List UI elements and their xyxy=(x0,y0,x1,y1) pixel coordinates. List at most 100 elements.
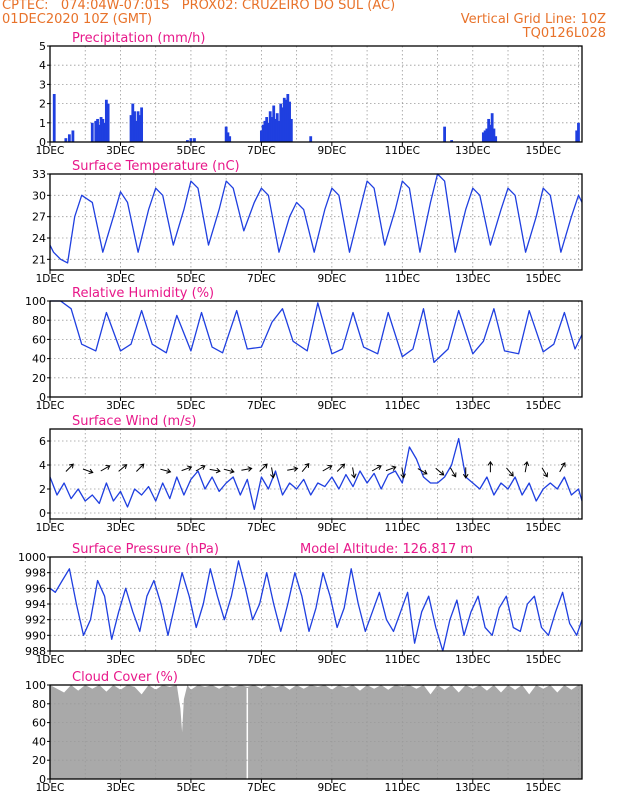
precip-bar xyxy=(228,136,232,142)
y-tick-label: 988 xyxy=(25,645,46,658)
panel-title: Surface Temperature (nC) xyxy=(72,159,240,174)
wind-arrow xyxy=(181,465,193,472)
x-tick-label: 3DEC xyxy=(106,145,135,157)
precip-bar xyxy=(289,118,293,142)
x-tick-label: 15DEC xyxy=(526,145,561,157)
precip-bar xyxy=(494,136,498,142)
y-tick-label: 33 xyxy=(32,168,46,181)
y-tick-label: 1 xyxy=(39,117,46,130)
y-tick-label: 1000 xyxy=(18,551,46,564)
wind-arrow xyxy=(541,467,549,478)
precip-bar xyxy=(140,107,144,142)
x-tick-label: 5DEC xyxy=(177,654,206,666)
x-tick-label: 15DEC xyxy=(526,654,561,666)
precip-bar xyxy=(129,115,133,142)
wind-arrow xyxy=(462,467,469,479)
wind-arrow xyxy=(160,468,172,474)
y-tick-label: 3 xyxy=(39,78,46,91)
precip-bar xyxy=(103,122,107,142)
precip-bar xyxy=(443,126,446,142)
series-line-4 xyxy=(49,560,583,652)
precip-bar xyxy=(138,115,142,142)
precip-bar xyxy=(193,138,196,142)
wind-arrow xyxy=(269,467,276,479)
wind-arrow xyxy=(435,467,445,476)
y-tick-label: 998 xyxy=(25,567,46,580)
panel-title: Surface Pressure (hPa) xyxy=(72,542,219,557)
precip-bar xyxy=(133,111,136,142)
x-tick-label: 11DEC xyxy=(385,273,420,285)
y-tick-label: 996 xyxy=(25,582,46,595)
x-tick-label: 13DEC xyxy=(455,522,490,534)
panel-title: Cloud Cover (%) xyxy=(72,670,178,685)
y-tick-label: 60 xyxy=(32,717,46,730)
x-tick-label: 5DEC xyxy=(177,400,206,412)
precip-bar xyxy=(134,120,138,142)
header-station-line: CPTEC: 074:04W-07:01S PROX02: CRUZEIRO D… xyxy=(2,0,396,13)
model-altitude-note: Model Altitude: 126.817 m xyxy=(300,542,473,557)
precip-bar xyxy=(267,122,270,142)
precip-bar xyxy=(309,136,313,142)
precip-bar xyxy=(275,113,279,142)
y-tick-label: 2 xyxy=(39,98,46,111)
panel-title: Precipitation (mm/h) xyxy=(72,31,205,46)
precip-bar xyxy=(492,128,496,142)
precip-bar xyxy=(277,120,281,142)
x-tick-label: 7DEC xyxy=(247,522,276,534)
wind-arrow xyxy=(65,463,74,472)
precip-bar xyxy=(131,103,135,142)
x-tick-label: 1DEC xyxy=(36,522,65,534)
y-tick-label: 5 xyxy=(39,40,46,53)
precip-bar xyxy=(52,94,56,142)
y-tick-label: 21 xyxy=(32,253,46,266)
wind-arrow xyxy=(259,463,268,472)
precip-bar xyxy=(261,124,265,142)
x-tick-label: 11DEC xyxy=(385,145,420,157)
precip-bar xyxy=(272,105,276,142)
x-tick-label: 15DEC xyxy=(526,522,561,534)
x-tick-label: 5DEC xyxy=(177,273,206,285)
wind-arrow xyxy=(371,465,382,472)
x-tick-label: 5DEC xyxy=(177,522,206,534)
x-tick-label: 11DEC xyxy=(385,400,420,412)
precip-bar xyxy=(226,132,230,142)
y-tick-label: 6 xyxy=(39,435,46,448)
wind-arrow xyxy=(82,468,94,475)
x-tick-label: 3DEC xyxy=(106,273,135,285)
panel-frame xyxy=(49,428,583,520)
precip-bar xyxy=(71,130,75,142)
precip-bar xyxy=(90,122,94,142)
precip-bar xyxy=(259,130,263,142)
y-tick-label: 60 xyxy=(32,333,46,346)
precip-bar xyxy=(483,130,487,142)
panel-title: Relative Humidity (%) xyxy=(72,286,214,301)
precip-bar xyxy=(104,99,108,142)
wind-arrow xyxy=(336,463,346,472)
panel-frame xyxy=(49,684,583,780)
y-tick-label: 0 xyxy=(39,391,46,404)
y-tick-label: 994 xyxy=(25,598,46,611)
x-tick-label: 1DEC xyxy=(36,145,65,157)
wind-arrow xyxy=(287,466,299,472)
x-tick-label: 5DEC xyxy=(177,782,206,794)
precip-bar xyxy=(67,134,71,142)
wind-arrow xyxy=(209,467,221,474)
precip-bar xyxy=(268,111,272,142)
x-tick-label: 1DEC xyxy=(36,400,65,412)
wind-arrow xyxy=(118,464,128,472)
precip-bar xyxy=(487,118,491,142)
y-tick-label: 4 xyxy=(39,59,46,72)
wind-arrow xyxy=(450,467,457,478)
x-tick-label: 13DEC xyxy=(455,654,490,666)
precip-bar xyxy=(577,122,580,142)
precip-bar xyxy=(481,132,485,142)
precip-bar xyxy=(101,118,105,142)
wind-arrow xyxy=(351,467,357,479)
y-tick-label: 992 xyxy=(25,614,46,627)
y-tick-label: 80 xyxy=(32,314,46,327)
x-tick-label: 7DEC xyxy=(247,654,276,666)
panel-frame xyxy=(49,556,583,652)
x-tick-label: 1DEC xyxy=(36,654,65,666)
precip-bar xyxy=(485,128,489,142)
